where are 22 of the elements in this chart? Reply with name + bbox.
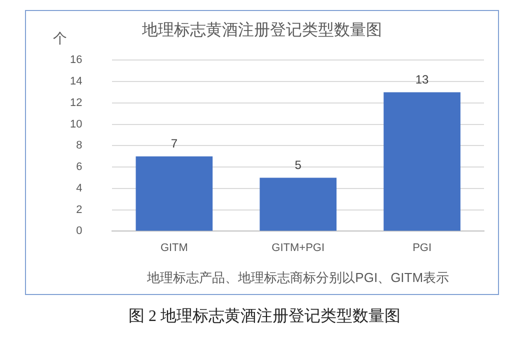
x-tick-label: GITM <box>160 242 188 254</box>
y-tick-label: 16 <box>70 54 82 66</box>
bar <box>384 92 460 231</box>
bar <box>136 156 213 231</box>
data-label: 7 <box>170 136 178 151</box>
bar <box>260 178 337 231</box>
chart-title: 地理标志黄酒注册登记类型数量图 <box>141 21 382 40</box>
data-label: 13 <box>415 72 430 87</box>
y-tick-label: 12 <box>70 96 82 109</box>
y-tick-label: 14 <box>70 76 82 88</box>
y-axis-title: 个 <box>53 30 68 46</box>
x-tick-label: PGI <box>412 242 432 254</box>
y-tick-label: 0 <box>76 225 82 238</box>
x-tick-label: GITM+PGI <box>272 242 325 254</box>
y-tick-label: 10 <box>70 118 82 130</box>
y-tick-label: 6 <box>76 161 82 174</box>
y-tick-label: 8 <box>76 140 82 152</box>
data-label: 5 <box>294 158 302 172</box>
caption: 图 2 地理标志黄酒注册登记类型数量图 <box>128 306 402 327</box>
y-tick-label: 2 <box>76 204 82 216</box>
y-tick-label: 4 <box>76 182 82 194</box>
x-axis-title: 地理标志产品、地理标志商标分别以PGI、GITM表示 <box>146 270 450 285</box>
